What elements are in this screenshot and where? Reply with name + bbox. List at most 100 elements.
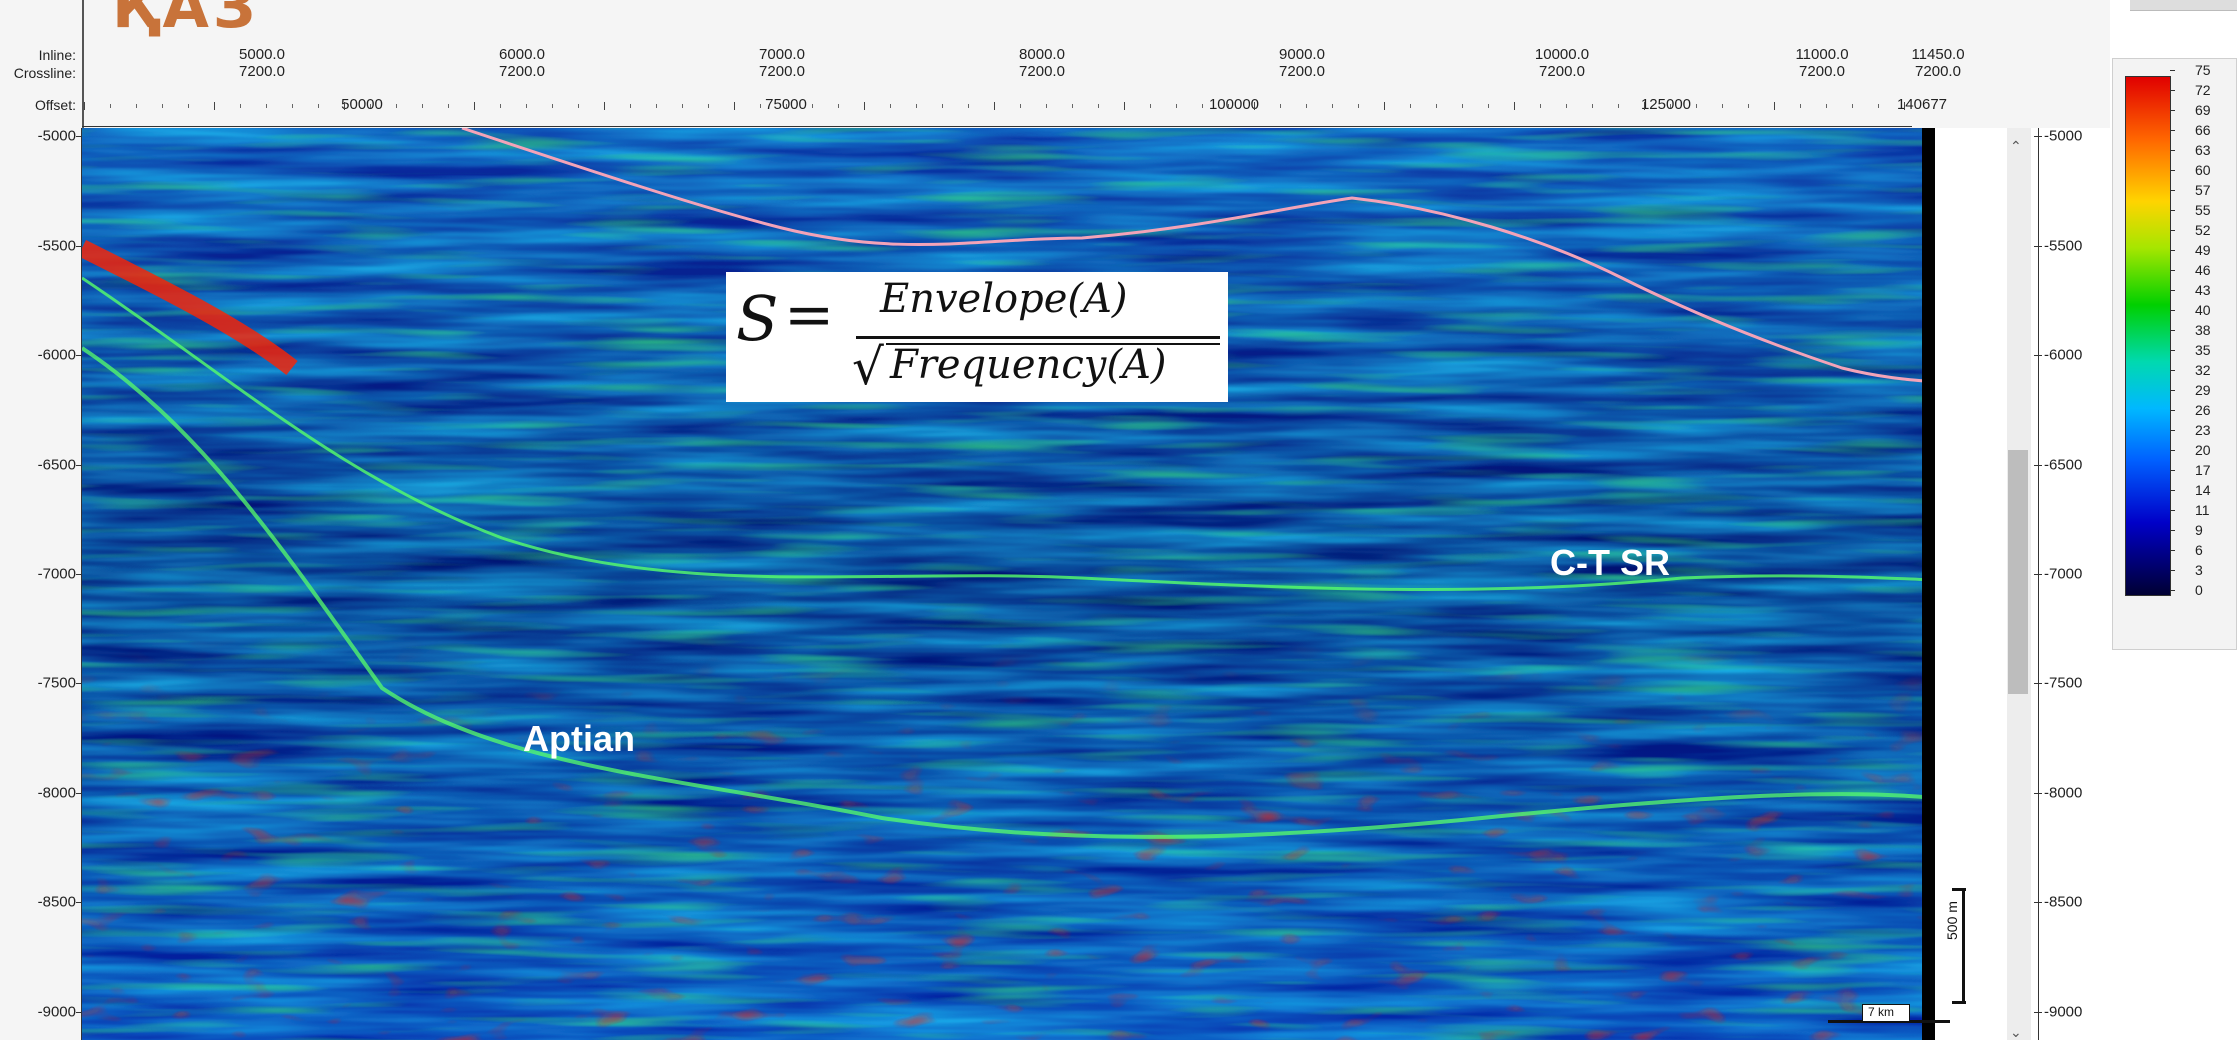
colorbar-label: 23: [2195, 422, 2211, 438]
header-tick: [604, 102, 605, 110]
header-tick: [110, 104, 111, 108]
depth-axis-tick-right: [2034, 465, 2042, 466]
colorbar-tick: [2170, 470, 2175, 471]
colorbar-tick: [2170, 450, 2175, 451]
colorbar-tick: [2170, 290, 2175, 291]
depth-axis-tick-right: [2034, 136, 2042, 137]
depth-axis-tick: [76, 136, 82, 137]
header-tick: [682, 104, 683, 108]
header-tick: [838, 104, 839, 108]
header-tick: [396, 104, 397, 108]
header-tick: [1228, 104, 1229, 108]
colorbar-label: 57: [2195, 182, 2211, 198]
depth-axis-label-right: -8000: [2044, 784, 2083, 802]
header-tick: [812, 104, 813, 108]
depth-axis-label-right: -9000: [2044, 1003, 2083, 1021]
colorbar-label: 63: [2195, 142, 2211, 158]
colorbar-tick: [2170, 350, 2175, 351]
header-tick: [1800, 104, 1801, 108]
colorbar-label: 11: [2195, 502, 2210, 518]
header-tick: [500, 104, 501, 108]
header-tick: [1020, 104, 1021, 108]
header-tick: [1514, 102, 1515, 110]
crossline-value: 7200.0: [759, 63, 805, 80]
header-tick: [162, 104, 163, 108]
header-tick: [864, 102, 865, 110]
header-tick: [240, 104, 241, 108]
header-tick: [1774, 102, 1775, 110]
colorbar-tick: [2170, 490, 2175, 491]
header-tick: [136, 104, 137, 108]
header-tick: [1280, 104, 1281, 108]
header-tick: [448, 104, 449, 108]
colorbar-label: 52: [2195, 222, 2211, 238]
header-tick: [1436, 104, 1437, 108]
colorbar-label: 20: [2195, 442, 2211, 458]
header-tick: [1618, 104, 1619, 108]
scroll-down-icon[interactable]: ⌄: [2010, 1024, 2022, 1040]
inline-value: 11450.0: [1911, 46, 1965, 63]
header-tick: [84, 102, 85, 110]
colorbar-label: 60: [2195, 162, 2211, 178]
offset-row-label: Offset:: [35, 97, 76, 113]
colorbar-tick: [2170, 150, 2175, 151]
header-tick: [890, 104, 891, 108]
colorbar-label: 40: [2195, 302, 2211, 318]
colorbar-tick: [2170, 310, 2175, 311]
header-tick: [942, 104, 943, 108]
vertical-scrollbar-thumb[interactable]: [2008, 450, 2028, 694]
header-tick: [1124, 102, 1125, 110]
colorbar-tick: [2170, 70, 2175, 71]
depth-axis-tick: [76, 1012, 82, 1013]
seismic-attribute-image: [82, 128, 1935, 1040]
header-tick: [318, 104, 319, 108]
formula-lhs: S: [736, 282, 779, 355]
depth-axis-label: -7500: [37, 674, 76, 692]
depth-axis-tick-right: [2034, 902, 2042, 903]
header-tick: [916, 104, 917, 108]
header-tick: [1748, 104, 1749, 108]
depth-axis-tick: [76, 683, 82, 684]
formula-equals: =: [784, 280, 835, 350]
formula-fraction-bar: [856, 336, 1220, 339]
crossline-value: 7200.0: [1799, 63, 1845, 80]
depth-axis-label: -5000: [37, 127, 76, 145]
scroll-up-icon[interactable]: ⌃: [2010, 138, 2022, 154]
colorbar-label: 9: [2195, 522, 2203, 538]
crossline-value: 7200.0: [499, 63, 545, 80]
depth-axis-label-right: -5000: [2044, 127, 2083, 145]
crossline-value: 7200.0: [1279, 63, 1325, 80]
colorbar-label: 17: [2195, 462, 2211, 478]
colorbar-label: 6: [2195, 542, 2203, 558]
formula-denominator: Frequency(A): [890, 342, 1167, 388]
colorbar-label: 72: [2195, 82, 2211, 98]
depth-axis-left-line: [81, 128, 82, 1040]
depth-axis-label-right: -6500: [2044, 456, 2083, 474]
header-tick: [1254, 102, 1255, 110]
header-tick: [422, 104, 423, 108]
header-tick: [1306, 104, 1307, 108]
seismic-section-view[interactable]: [82, 128, 1935, 1040]
header-tick: [1358, 104, 1359, 108]
logo-text: ҚАЗ: [112, 0, 260, 42]
depth-axis-label-right: -7500: [2044, 674, 2083, 692]
depth-axis-label: -6000: [37, 346, 76, 364]
header-tick: [1384, 102, 1385, 110]
header-tick: [292, 104, 293, 108]
horizontal-scale-label: 7 km: [1868, 1005, 1895, 1019]
inline-value: 7000.0: [759, 46, 805, 63]
depth-axis-label-right: -8500: [2044, 893, 2083, 911]
header-tick: [370, 104, 371, 108]
header-tick: [1150, 104, 1151, 108]
header-tick: [1592, 104, 1593, 108]
depth-axis-tick-right: [2034, 246, 2042, 247]
inline-row-label: Inline:: [38, 47, 76, 63]
aptian-label: Aptian: [523, 718, 635, 759]
header-tick: [1072, 104, 1073, 108]
colorbar-tick: [2170, 330, 2175, 331]
colorbar-tick: [2170, 270, 2175, 271]
colorbar-label: 75: [2195, 62, 2211, 78]
crossline-value: 7200.0: [239, 63, 285, 80]
header-tick: [552, 104, 553, 108]
colorbar-tick: [2170, 410, 2175, 411]
